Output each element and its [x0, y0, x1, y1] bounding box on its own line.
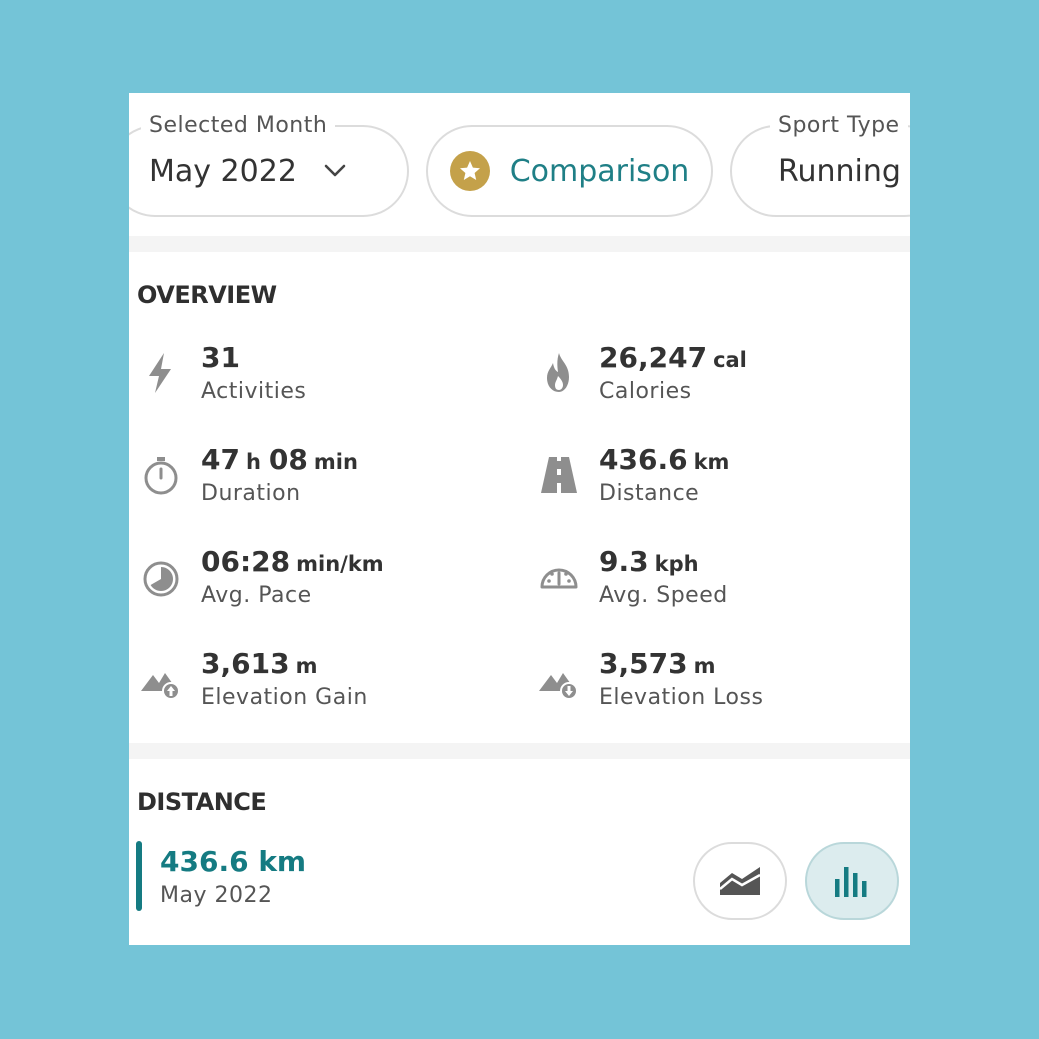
stat-label: Elevation Gain	[201, 685, 368, 710]
overview-title: OVERVIEW	[137, 281, 277, 309]
stat-unit: m	[295, 654, 318, 678]
stat-unit: min/km	[296, 552, 384, 576]
stat-value: 06:28	[201, 545, 291, 578]
stat-label: Duration	[201, 481, 301, 506]
stat-label: Activities	[201, 379, 307, 404]
stat-value: 47	[201, 443, 240, 476]
sport-type-legend: Sport Type	[770, 113, 908, 138]
stat-value: 3,573	[599, 647, 688, 680]
star-icon	[449, 151, 490, 191]
comparison-label: Comparison	[509, 153, 690, 189]
stat-unit: km	[693, 450, 730, 474]
elevation-gain-icon	[141, 673, 180, 700]
stat-avg-speed: 9.3 kph Avg. Speed	[535, 545, 895, 625]
stat-unit: kph	[654, 552, 699, 576]
stats-panel: Selected Month May 2022 Comparison Sport…	[129, 93, 910, 945]
stat-value-group: 06:28 min/km	[201, 545, 384, 578]
elevation-loss-icon	[539, 673, 578, 700]
distance-total: 436.6 km	[160, 845, 307, 878]
stat-value: 436.6	[599, 443, 688, 476]
month-selector[interactable]: Selected Month May 2022	[129, 113, 409, 217]
month-selector-value: May 2022	[149, 153, 297, 189]
stat-value: 9.3	[599, 545, 649, 578]
stat-label: Elevation Loss	[599, 685, 764, 710]
stat-unit: min	[313, 450, 358, 474]
stat-distance: 436.6 km Distance	[535, 443, 895, 523]
stat-value: 26,247	[599, 341, 708, 374]
stopwatch-icon	[144, 457, 178, 495]
stat-value: 08	[268, 443, 308, 476]
distance-period: May 2022	[160, 883, 273, 908]
stat-label: Avg. Speed	[599, 583, 728, 608]
stat-label: Distance	[599, 481, 700, 506]
stat-avg-pace: 06:28 min/km Avg. Pace	[137, 545, 497, 625]
stat-unit: cal	[713, 348, 747, 372]
stat-value-group: 47 h 08 min	[201, 443, 358, 476]
stat-duration: 47 h 08 min Duration	[137, 443, 497, 523]
bar-chart-icon	[835, 867, 867, 897]
stat-unit: m	[693, 654, 716, 678]
flame-icon	[547, 353, 569, 392]
stat-calories: 26,247 cal Calories	[535, 341, 895, 421]
stat-value-group: 9.3 kph	[599, 545, 699, 578]
stat-value-group: 3,573 m	[599, 647, 715, 680]
distance-title: DISTANCE	[137, 788, 267, 816]
chevron-down-icon	[324, 164, 346, 177]
comparison-button[interactable]: Comparison	[426, 125, 713, 217]
stat-value-group: 31	[201, 341, 240, 374]
stat-value-group: 436.6 km	[599, 443, 729, 476]
stat-elevation-loss: 3,573 m Elevation Loss	[535, 647, 895, 727]
speedometer-icon	[540, 568, 578, 589]
stat-activities: 31 Activities	[137, 341, 497, 421]
stat-elevation-gain: 3,613 m Elevation Gain	[137, 647, 497, 727]
distance-accent-bar	[136, 841, 142, 911]
stat-value-group: 3,613 m	[201, 647, 317, 680]
lightning-icon	[149, 353, 171, 393]
sport-type-selector[interactable]: Sport Type Running	[730, 113, 910, 217]
sport-type-value: Running	[778, 153, 901, 189]
road-icon	[541, 457, 577, 493]
section-divider	[129, 236, 910, 252]
stat-unit: h	[245, 450, 261, 474]
area-chart-icon	[719, 867, 761, 895]
stat-value-group: 26,247 cal	[599, 341, 747, 374]
pace-icon	[143, 561, 179, 597]
month-selector-legend: Selected Month	[141, 113, 336, 138]
section-divider	[129, 743, 910, 759]
bar-chart-toggle[interactable]	[805, 842, 899, 920]
stat-value: 31	[201, 341, 240, 374]
stat-label: Calories	[599, 379, 692, 404]
stat-value: 3,613	[201, 647, 290, 680]
stat-label: Avg. Pace	[201, 583, 312, 608]
area-chart-toggle[interactable]	[693, 842, 787, 920]
